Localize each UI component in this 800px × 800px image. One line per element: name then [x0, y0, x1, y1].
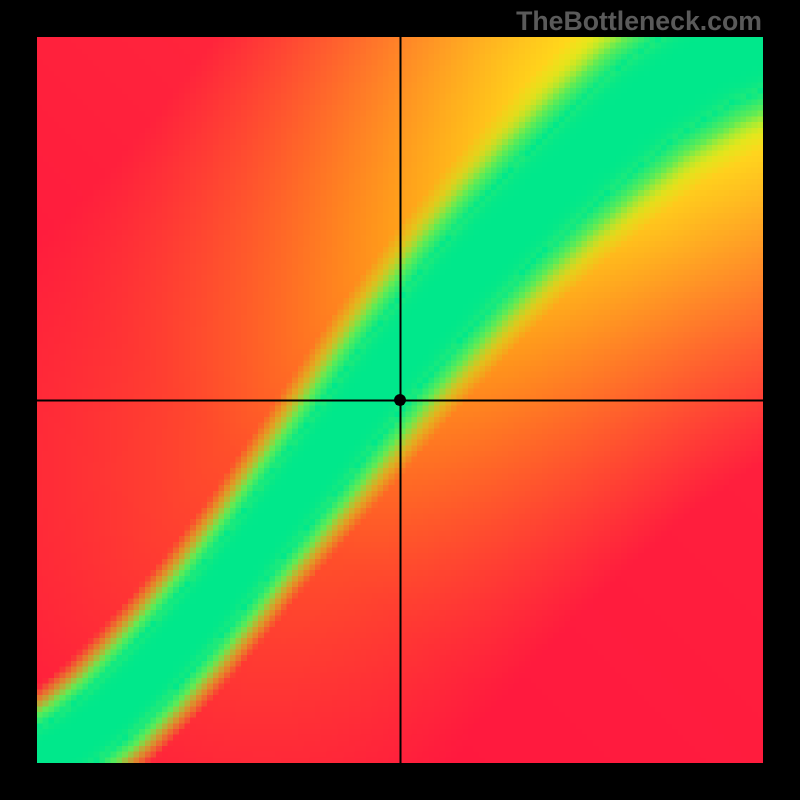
watermark-text: TheBottleneck.com	[516, 6, 762, 37]
crosshair-overlay	[37, 37, 763, 763]
chart-frame: TheBottleneck.com	[0, 0, 800, 800]
